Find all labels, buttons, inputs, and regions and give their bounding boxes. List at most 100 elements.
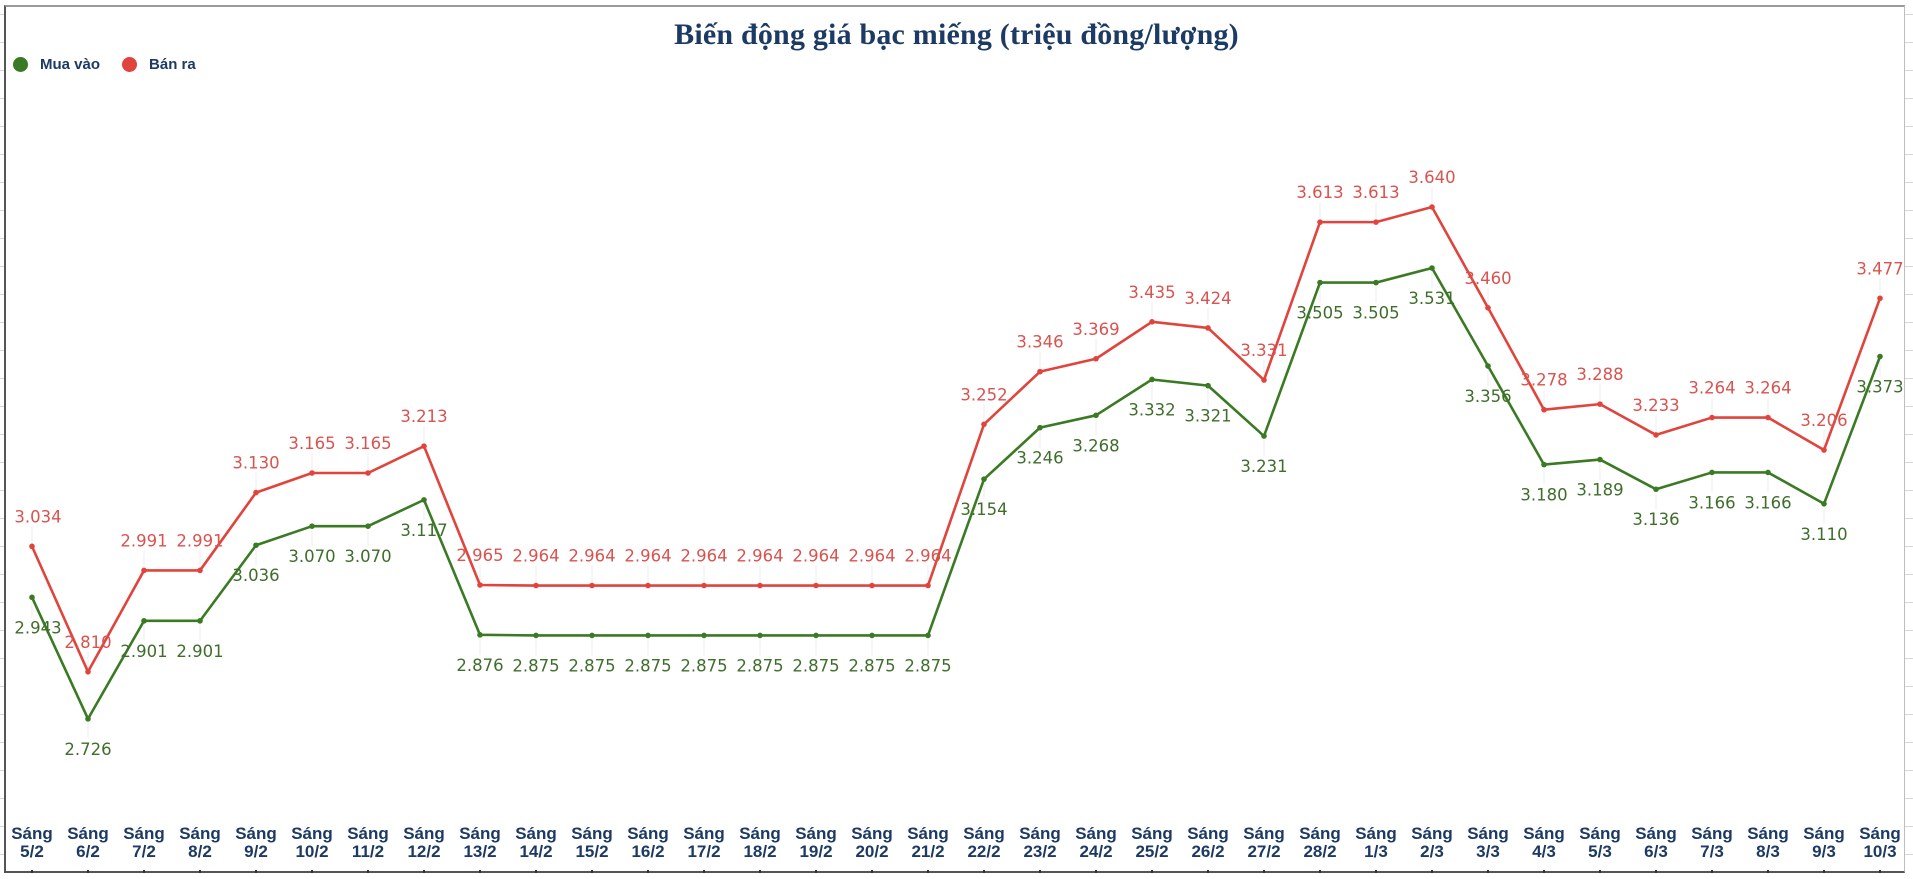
data-point[interactable]	[1093, 355, 1099, 362]
data-point[interactable]	[29, 594, 35, 601]
data-point[interactable]	[1261, 377, 1267, 383]
data-point[interactable]	[981, 476, 987, 482]
series-line-mua-vao	[30, 266, 1882, 721]
data-point[interactable]	[1093, 412, 1099, 419]
data-point[interactable]	[1261, 433, 1267, 439]
data-point[interactable]	[1205, 325, 1211, 331]
data-point[interactable]	[85, 716, 91, 722]
data-point[interactable]	[1877, 295, 1883, 302]
data-point[interactable]	[1149, 319, 1155, 325]
data-point[interactable]	[365, 523, 371, 529]
data-point[interactable]	[1709, 469, 1715, 476]
data-point[interactable]	[1541, 461, 1547, 468]
data-point[interactable]	[925, 582, 931, 589]
data-point[interactable]	[197, 618, 203, 624]
data-labels: 2.943 2.726 2.901 2.901 3.036 3.070 3.070 3.117…	[14, 168, 1903, 759]
x-axis-label: 5/3	[1588, 842, 1612, 861]
data-label: 3.231	[1240, 457, 1287, 476]
data-point[interactable]	[1205, 382, 1211, 389]
data-point[interactable]	[1429, 265, 1435, 271]
data-point[interactable]	[1877, 353, 1883, 360]
data-label: 2.726	[64, 740, 111, 759]
data-point[interactable]	[1485, 305, 1491, 311]
data-point[interactable]	[589, 632, 595, 639]
x-axis-label: 17/2	[687, 842, 720, 861]
data-label: 2.876	[456, 656, 503, 675]
data-point[interactable]	[1597, 401, 1603, 407]
data-label: 3.246	[1016, 449, 1063, 468]
x-axis-label: Sáng	[1467, 824, 1509, 843]
data-point[interactable]	[1597, 456, 1603, 463]
data-point[interactable]	[589, 582, 595, 589]
data-point[interactable]	[813, 632, 819, 639]
x-axis-label: 23/2	[1023, 842, 1056, 861]
data-point[interactable]	[1653, 486, 1659, 493]
data-point[interactable]	[85, 669, 91, 675]
data-point[interactable]	[1541, 406, 1547, 413]
data-point[interactable]	[1037, 424, 1043, 431]
data-label: 2.964	[848, 547, 895, 566]
data-point[interactable]	[309, 523, 315, 529]
data-point[interactable]	[1821, 501, 1827, 507]
data-point[interactable]	[1485, 363, 1491, 369]
data-point[interactable]	[309, 470, 315, 476]
legend-item-mua-vao[interactable]: Mua vào	[13, 56, 100, 73]
x-axis-label: 8/3	[1756, 842, 1780, 861]
data-label: 3.070	[288, 547, 335, 566]
x-axis-label: 11/2	[352, 842, 384, 861]
data-point[interactable]	[1037, 368, 1043, 375]
data-label: 3.165	[288, 434, 335, 453]
data-point[interactable]	[1373, 219, 1379, 225]
data-point[interactable]	[29, 543, 35, 550]
x-axis-label: 3/3	[1476, 842, 1500, 861]
data-point[interactable]	[1653, 432, 1659, 438]
x-axis-label: 8/2	[188, 842, 212, 861]
x-axis-label: Sáng	[1859, 824, 1901, 843]
data-point[interactable]	[1821, 447, 1827, 453]
data-point[interactable]	[1373, 279, 1379, 286]
data-point[interactable]	[701, 632, 707, 639]
data-label-leader-lines	[31, 187, 1881, 739]
data-point[interactable]	[1429, 204, 1435, 210]
data-point[interactable]	[477, 632, 483, 638]
data-label: 3.332	[1128, 400, 1175, 419]
data-point[interactable]	[1765, 414, 1771, 421]
data-point[interactable]	[253, 489, 259, 496]
x-axis-label: 6/3	[1644, 842, 1668, 861]
data-point[interactable]	[421, 443, 427, 449]
data-point[interactable]	[533, 632, 539, 639]
data-point[interactable]	[1149, 376, 1155, 383]
chart-area[interactable]	[4, 5, 1905, 873]
data-point[interactable]	[645, 632, 651, 639]
data-point[interactable]	[197, 567, 203, 574]
data-point[interactable]	[1317, 219, 1323, 225]
data-point[interactable]	[1709, 414, 1715, 421]
data-point[interactable]	[1317, 279, 1323, 286]
data-point[interactable]	[365, 470, 371, 476]
data-point[interactable]	[421, 497, 427, 503]
legend-item-ban-ra[interactable]: Bán ra	[122, 56, 196, 73]
data-point[interactable]	[869, 632, 875, 639]
data-label: 3.640	[1408, 168, 1455, 187]
x-axis-label: Sáng	[1131, 824, 1173, 843]
data-point[interactable]	[1765, 469, 1771, 476]
data-point[interactable]	[253, 542, 259, 549]
data-point[interactable]	[925, 632, 931, 639]
data-point[interactable]	[757, 582, 763, 589]
x-axis-label: Sáng	[851, 824, 893, 843]
data-point[interactable]	[477, 582, 483, 588]
data-point[interactable]	[701, 582, 707, 589]
x-axis-label: Sáng	[1803, 824, 1845, 843]
data-point[interactable]	[141, 567, 147, 574]
data-label: 3.369	[1072, 320, 1119, 339]
data-point[interactable]	[981, 421, 987, 428]
data-point[interactable]	[645, 582, 651, 589]
data-point[interactable]	[757, 632, 763, 639]
x-axis-label: 5/2	[20, 842, 44, 861]
data-label: 3.110	[1800, 525, 1847, 544]
data-point[interactable]	[813, 582, 819, 589]
data-point[interactable]	[533, 582, 539, 589]
data-point[interactable]	[869, 582, 875, 589]
x-axis-label: Sáng	[67, 824, 109, 843]
data-point[interactable]	[141, 618, 147, 624]
